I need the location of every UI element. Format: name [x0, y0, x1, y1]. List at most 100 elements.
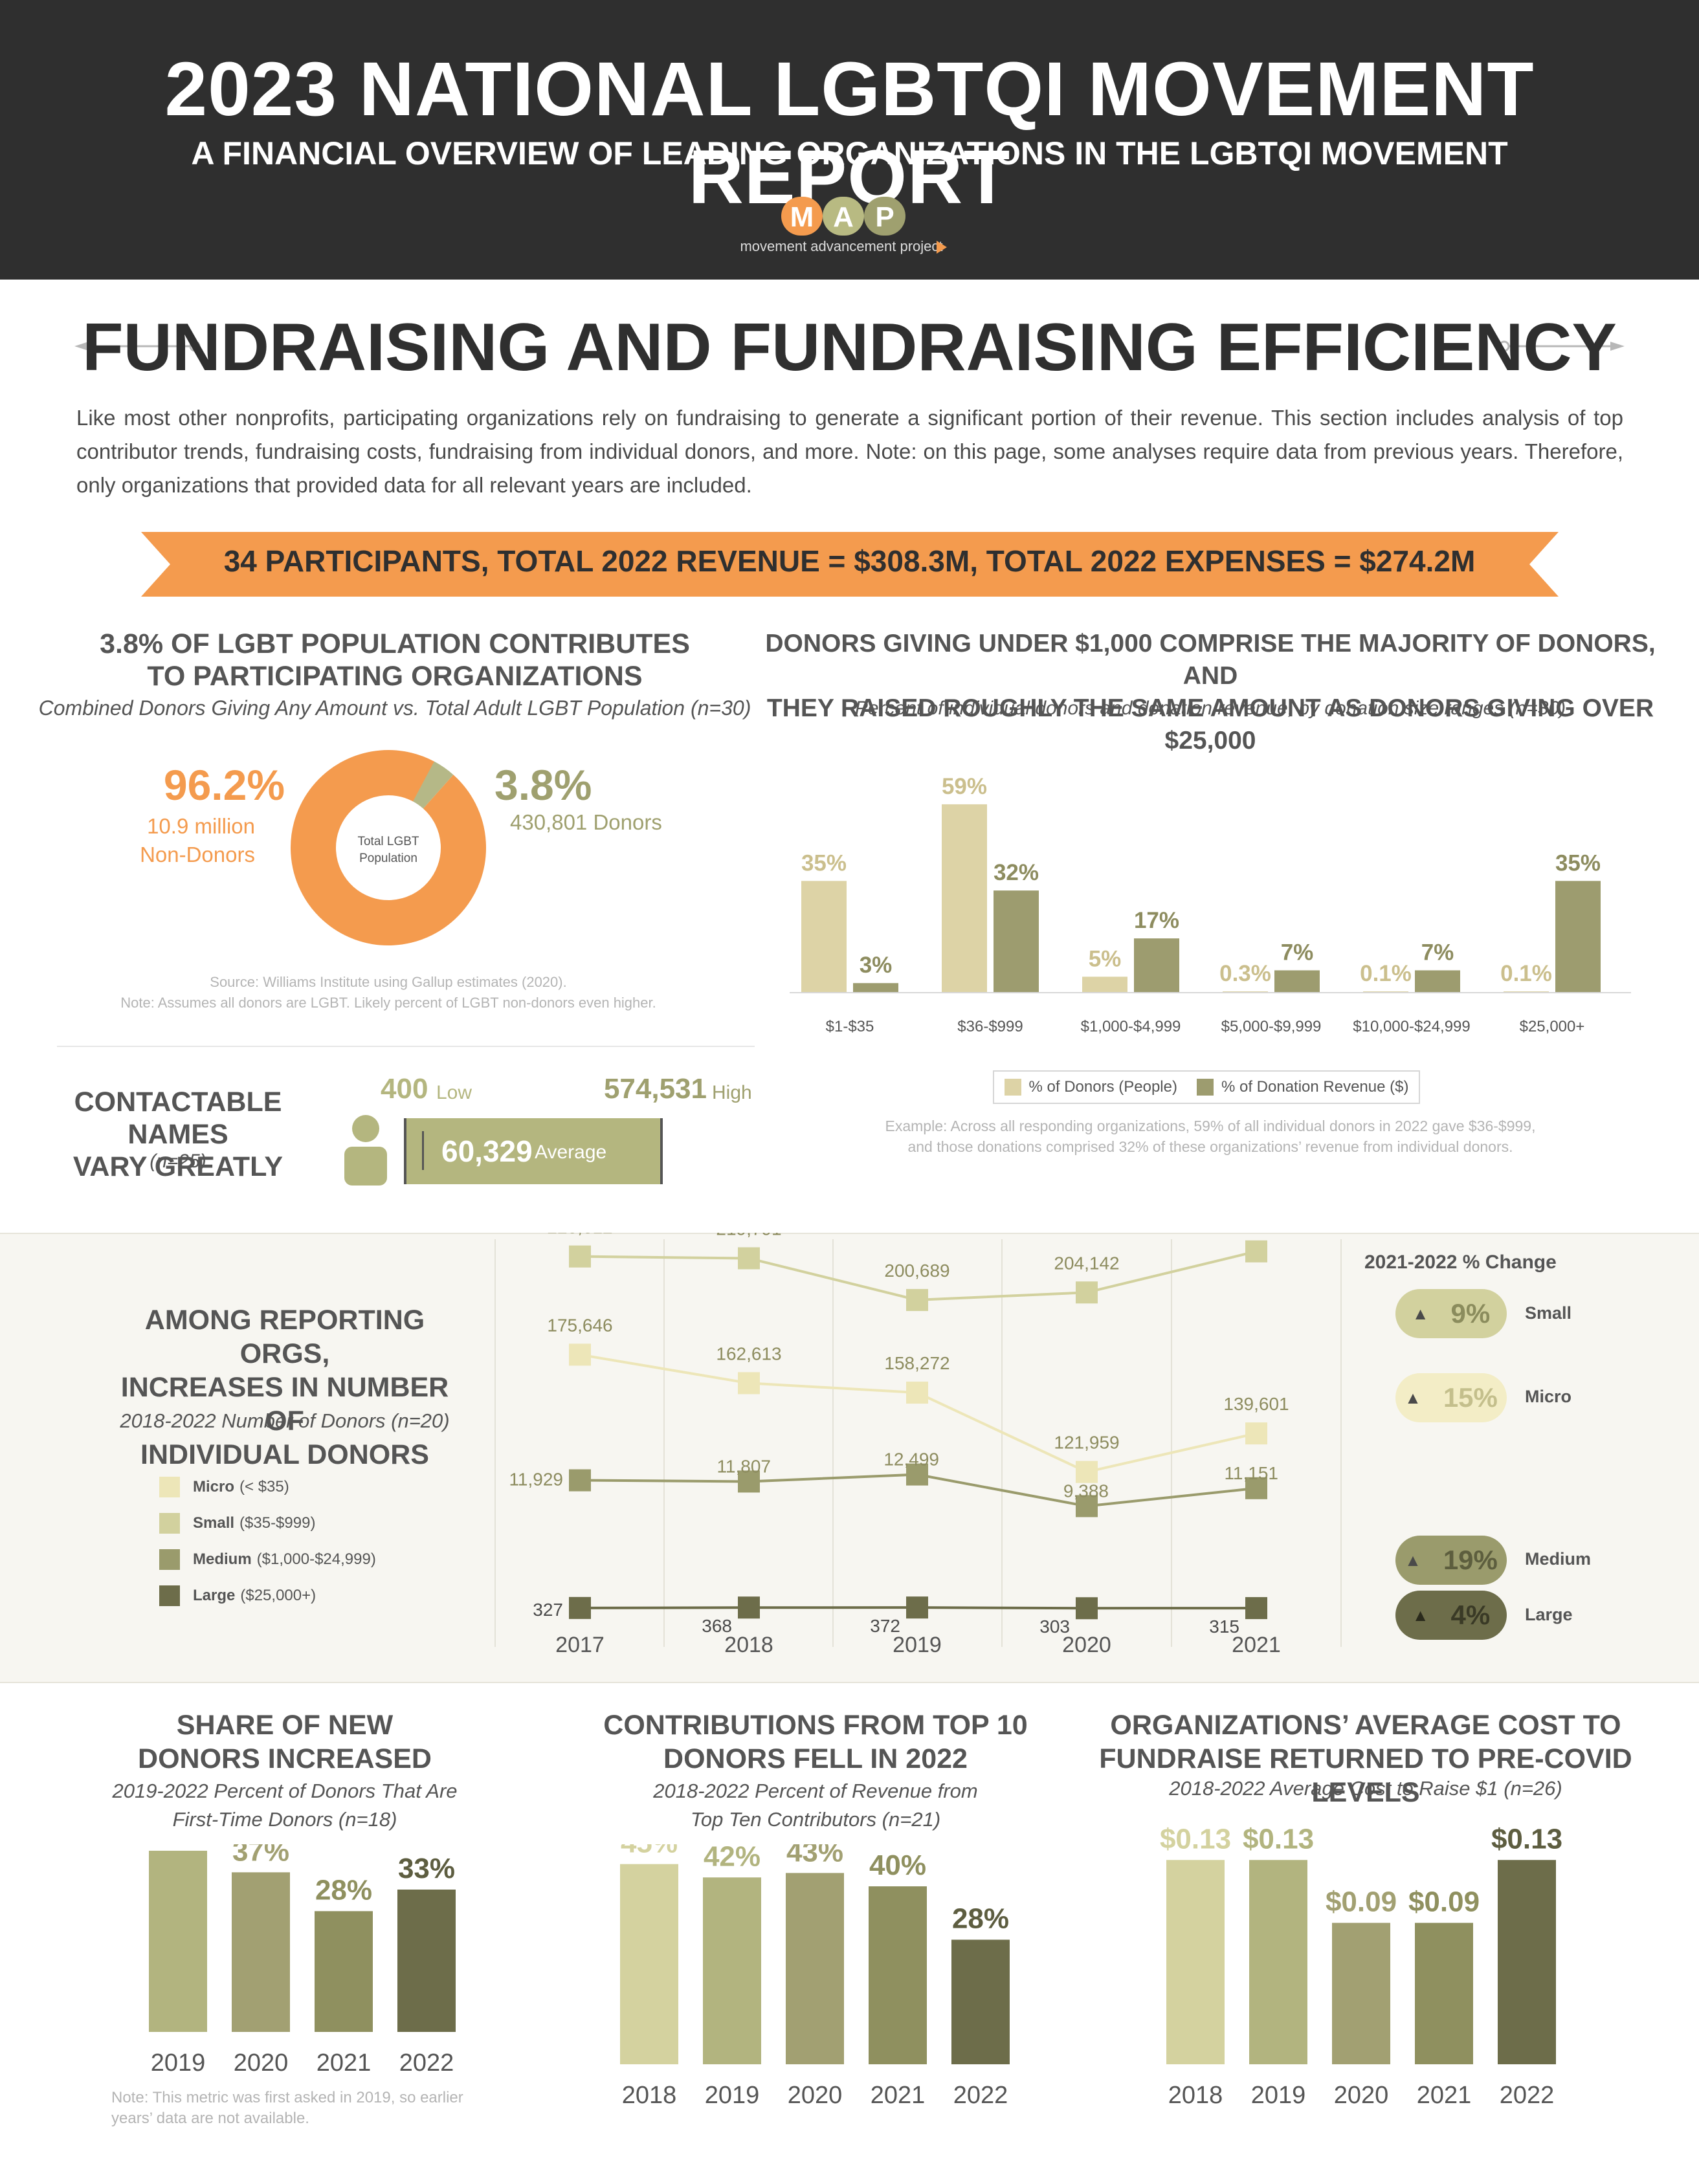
individual-donors-title: AMONG REPORTING ORGS, INCREASES IN NUMBE…: [104, 1303, 466, 1472]
tick-label: 2022: [399, 2049, 454, 2077]
bar: [232, 1872, 290, 2032]
data-label: 59%: [942, 774, 987, 799]
data-label: $0.09: [1326, 1886, 1397, 1917]
divider: [57, 1046, 755, 1047]
section-intro: Like most other nonprofits, participatin…: [76, 406, 1623, 497]
data-label: 158,272: [884, 1353, 949, 1373]
change-value: 9%: [1450, 1298, 1491, 1329]
contactable-title-line1: CONTACTABLE NAMES: [74, 1086, 282, 1150]
individual-donors-chart: 220,612219,791200,689204,142222,951175,6…: [494, 1233, 1342, 1657]
population-subtitle: Combined Donors Giving Any Amount vs. To…: [38, 696, 751, 720]
data-point: [569, 1596, 591, 1619]
legend-swatch: [159, 1477, 180, 1497]
change-label: Small: [1525, 1303, 1572, 1323]
legend-item-micro: Micro (< $35): [159, 1469, 376, 1505]
data-label: 33%: [398, 1853, 455, 1884]
map-logo: M A P: [781, 197, 905, 236]
up-arrow-icon: ▲: [1405, 1387, 1421, 1407]
bar: [869, 1886, 927, 2064]
legend-range: ($25,000+): [240, 1587, 316, 1604]
data-label: 0.1%: [1360, 961, 1412, 986]
individual-donors-title-line3: INDIVIDUAL DONORS: [140, 1439, 429, 1470]
legend-swatch: [159, 1585, 180, 1606]
cost-title-line2: FUNDRAISE RETURNED TO PRE-COVID LEVELS: [1099, 1743, 1632, 1808]
legend-item-large: Large ($25,000+): [159, 1578, 376, 1614]
data-point: [906, 1596, 928, 1619]
contactable-low-label: Low: [436, 1082, 472, 1103]
data-label: 32%: [994, 860, 1039, 885]
data-label: $0.09: [1408, 1886, 1480, 1917]
legend-range: (< $35): [239, 1478, 289, 1495]
population-source: Source: Williams Institute using Gallup …: [52, 972, 725, 1013]
contactable-n: (n=25): [150, 1151, 206, 1172]
tick-label: $25,000+: [1520, 1018, 1585, 1035]
legend-swatch: [159, 1549, 180, 1570]
data-label: 327: [533, 1600, 563, 1620]
data-label: 42%: [704, 1844, 761, 1872]
legend-item-medium: Medium ($1,000-$24,999): [159, 1541, 376, 1578]
data-point: [738, 1247, 760, 1270]
bar: [315, 1911, 373, 2032]
bar: [951, 1939, 1010, 2064]
first-time-chart: 42% 2019 37% 2020 28% 2021 33% 2022: [149, 1844, 456, 2077]
first-time-note-line2: years’ data are not available.: [111, 2110, 309, 2127]
tick-label: 2020: [1334, 2082, 1389, 2109]
top-ten-subtitle-line1: 2018-2022 Percent of Revenue from: [653, 1780, 978, 1802]
data-label: 200,689: [884, 1261, 949, 1281]
data-label: 11,807: [716, 1456, 771, 1476]
donor-pct: 3.8%: [494, 761, 592, 809]
bar: [1134, 938, 1179, 993]
change-value: 4%: [1450, 1600, 1491, 1630]
change-title: 2021-2022 % Change: [1364, 1252, 1557, 1273]
data-point: [1076, 1597, 1098, 1620]
svg-text:A: A: [833, 201, 854, 233]
data-point: [569, 1343, 591, 1366]
report-title: 2023 NATIONAL LGBTQI MOVEMENT REPORT: [164, 47, 1535, 220]
legend-item-small: Small ($35-$999): [159, 1505, 376, 1541]
change-pill-medium: ▲ 19%: [1395, 1536, 1507, 1585]
tick-label: $5,000-$9,999: [1221, 1018, 1322, 1035]
bar: [1082, 976, 1127, 993]
tick-label: 2019: [893, 1633, 942, 1657]
bar: [1332, 1923, 1390, 2064]
bar: [942, 804, 987, 993]
bar: [1415, 970, 1460, 993]
tick-label: 2021: [316, 2049, 372, 2077]
donation-size-legend: % of Donors (People) % of Donation Reven…: [993, 1070, 1420, 1104]
legend-swatch-revenue: [1196, 1079, 1214, 1096]
first-time-subtitle-line2: First-Time Donors (n=18): [172, 1808, 397, 1831]
data-label: 5%: [1089, 946, 1122, 971]
data-label: 0.3%: [1219, 961, 1271, 986]
population-donut: Total LGBT Population: [291, 750, 486, 945]
data-label: 303: [1039, 1616, 1070, 1637]
tick-label: 2021: [1417, 2082, 1472, 2109]
contactable-low-value: 400: [381, 1073, 428, 1105]
data-point: [569, 1245, 591, 1268]
legend-range: ($35-$999): [239, 1514, 316, 1532]
legend-swatch: [159, 1513, 180, 1534]
legend-label-donors: % of Donors (People): [1028, 1078, 1177, 1096]
population-title: 3.8% OF LGBT POPULATION CONTRIBUTES TO P…: [58, 628, 731, 692]
cost-chart: $0.13 2018 $0.13 2019 $0.09 2020 $0.09 2021 $0.1…: [1160, 1825, 1562, 2109]
data-point: [738, 1372, 760, 1395]
data-label: 28%: [315, 1874, 372, 1906]
pie-slice-donors: [291, 750, 486, 945]
source-line: Source: Williams Institute using Gallup …: [210, 974, 567, 990]
top-ten-chart: 45% 2018 42% 2019 43% 2020 40% 2021 28% 2022: [620, 1844, 1010, 2109]
change-pill-large: ▲ 4%: [1395, 1591, 1507, 1640]
data-label: 162,613: [716, 1343, 781, 1363]
data-label: $0.13: [1243, 1825, 1314, 1855]
legend-swatch-donors: [1004, 1079, 1021, 1096]
donut-center-label: Total LGBT: [357, 835, 419, 848]
bar: [1274, 970, 1320, 993]
nondonor-pct: 96.2%: [163, 761, 285, 809]
svg-text:M: M: [790, 201, 814, 233]
data-label: 45%: [621, 1844, 678, 1859]
legend-range: ($1,000-$24,999): [256, 1550, 376, 1568]
bar: [1498, 1860, 1556, 2064]
bar: [994, 890, 1039, 993]
tick-label: 2020: [234, 2049, 289, 2077]
individual-donors-subtitle: 2018-2022 Number of Donors (n=20): [120, 1409, 450, 1432]
data-label: $0.13: [1491, 1825, 1562, 1855]
data-point: [1076, 1461, 1098, 1483]
